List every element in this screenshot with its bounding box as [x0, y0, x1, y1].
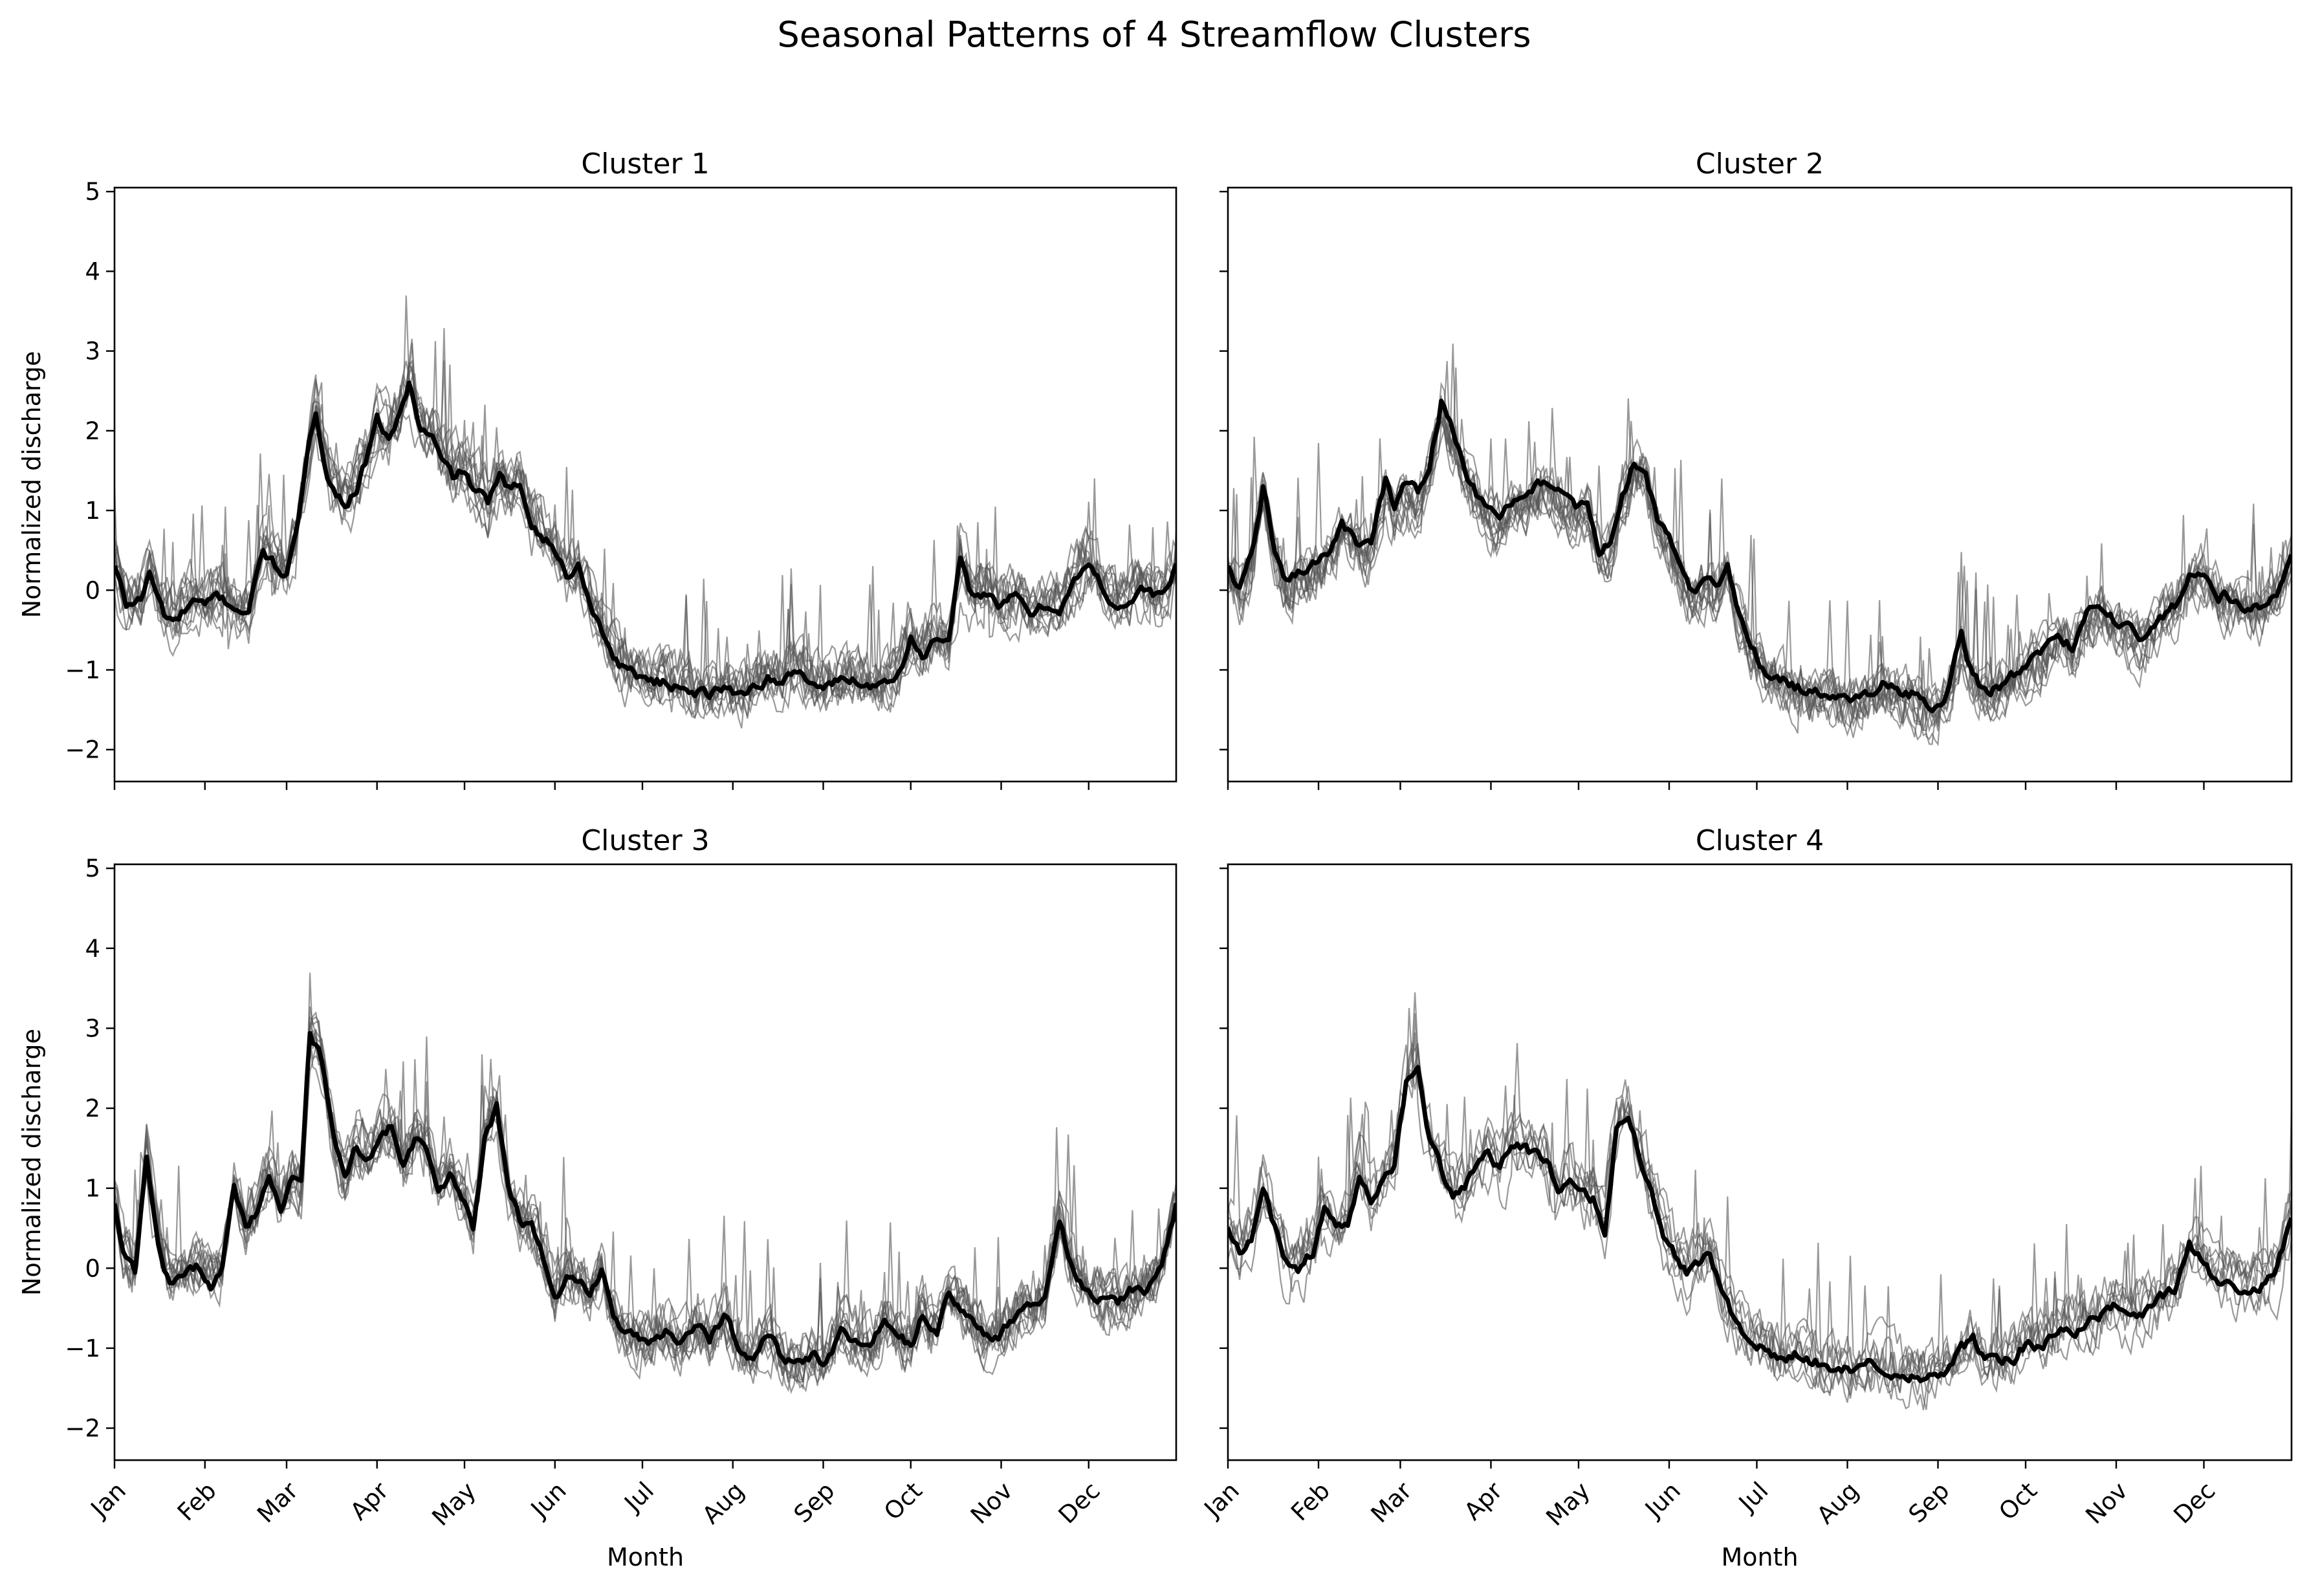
x-tick-label: Nov — [965, 1477, 1018, 1529]
x-tick-label: Oct — [879, 1477, 928, 1526]
x-tick-label: Jan — [1198, 1477, 1245, 1524]
x-tick-label: May — [426, 1477, 481, 1531]
x-tick-label: Jan — [85, 1477, 131, 1524]
y-tick-label: −2 — [65, 1415, 100, 1443]
chart-title: Seasonal Patterns of 4 Streamflow Cluste… — [777, 14, 1531, 55]
y-tick-label: 5 — [85, 855, 100, 882]
panel-4: Cluster 4 Jan Feb Mar Apr May Jun Jul Aug Sep Oct N… — [1198, 824, 2293, 1571]
y-tick-label: 4 — [85, 257, 100, 285]
member-line — [1228, 420, 2292, 745]
y-tick-label: 0 — [85, 576, 100, 604]
mean-line — [1228, 1065, 2292, 1384]
x-tick-label: Dec — [2168, 1477, 2220, 1529]
member-line — [115, 391, 1176, 714]
x-axis-label: Month — [1721, 1543, 1798, 1571]
panel-title: Cluster 2 — [1696, 148, 1824, 180]
y-tick-label: −2 — [65, 736, 100, 764]
mean-line — [115, 1031, 1176, 1368]
y-axis-label: Normalized discharge — [17, 1029, 46, 1296]
x-tick-label: Sep — [1903, 1477, 1955, 1529]
panel-2: Cluster 2 — [1220, 148, 2293, 790]
x-tick-label: Aug — [697, 1477, 749, 1529]
x-tick-label: Jul — [618, 1477, 659, 1518]
x-tick-label: Mar — [1366, 1476, 1417, 1528]
member-line — [115, 1038, 1176, 1387]
y-tick-label: 2 — [85, 417, 100, 445]
y-tick-label: −1 — [65, 656, 100, 684]
member-line — [1228, 1032, 2292, 1410]
x-tick-label: Sep — [789, 1477, 840, 1529]
mean-line — [1228, 399, 2292, 714]
y-tick-label: 0 — [85, 1254, 100, 1282]
y-tick-label: 1 — [85, 497, 100, 525]
x-tick-label: Dec — [1053, 1477, 1106, 1529]
y-tick-label: −1 — [65, 1335, 100, 1362]
member-line — [1228, 992, 2292, 1395]
axes-frame — [113, 186, 1177, 783]
x-tick-label: Apr — [345, 1476, 394, 1525]
axes-frame — [1227, 863, 2293, 1461]
panel-title: Cluster 1 — [581, 148, 709, 180]
panel-1: Cluster 1 −2 −1 0 1 2 3 4 5 Normalized discharge — [17, 148, 1177, 790]
x-tick-label: Mar — [252, 1476, 303, 1528]
member-line — [1228, 402, 2292, 732]
x-axis-label: Month — [607, 1543, 684, 1571]
x-tick-label: Apr — [1459, 1476, 1508, 1525]
x-tick-label: Feb — [1286, 1477, 1335, 1527]
mean-line — [115, 380, 1176, 701]
panel-title: Cluster 4 — [1696, 824, 1824, 857]
x-tick-label: Nov — [2081, 1477, 2133, 1529]
x-tick-label: Jun — [1639, 1477, 1686, 1524]
x-tick-label: Jun — [525, 1477, 572, 1524]
x-tick-label: Aug — [1811, 1477, 1864, 1529]
x-tick-label: May — [1540, 1477, 1595, 1531]
y-tick-label: 1 — [85, 1175, 100, 1203]
y-tick-label: 3 — [85, 338, 100, 366]
member-line — [1228, 399, 2292, 747]
y-tick-label: 3 — [85, 1014, 100, 1042]
member-line — [1228, 361, 2292, 724]
member-line — [1228, 344, 2292, 732]
x-tick-label: Feb — [172, 1477, 222, 1527]
y-tick-label: 4 — [85, 935, 100, 963]
member-line — [115, 1011, 1176, 1384]
axes-frame — [113, 863, 1177, 1461]
x-tick-label: Jul — [1733, 1477, 1773, 1518]
member-line — [1228, 395, 2292, 738]
y-tick-label: 2 — [85, 1095, 100, 1122]
member-line — [1228, 1007, 2292, 1410]
panel-title: Cluster 3 — [581, 824, 709, 857]
panel-3: Cluster 3 −2 −1 0 1 2 3 4 5 Jan Feb Mar Apr May Jun Jul… — [17, 824, 1177, 1571]
y-tick-label: 5 — [85, 178, 100, 206]
axes-frame — [1227, 186, 2293, 783]
x-tick-label: Oct — [1993, 1477, 2042, 1526]
member-line — [1228, 417, 2292, 733]
y-axis-label: Normalized discharge — [17, 351, 46, 618]
